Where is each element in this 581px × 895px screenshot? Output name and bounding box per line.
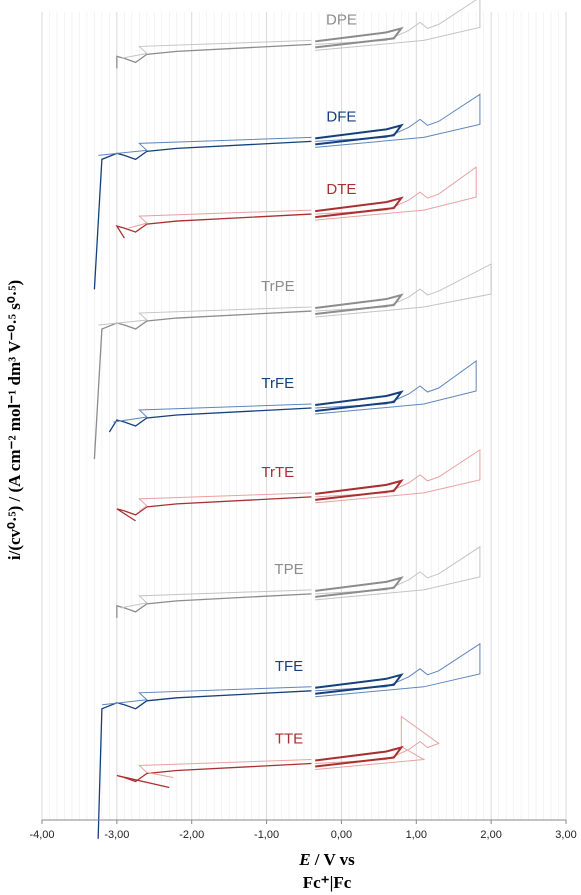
x-axis: -4,00 -3,00 -2,00 -1,00 0,00 1,00 2,00 3,00 (29, 819, 577, 841)
curve-dfe-return (98, 136, 312, 156)
curve-dpe-cathodic (116, 43, 312, 69)
x-tick-label: -1,00 (254, 829, 279, 841)
x-tick-label: 3,00 (555, 829, 576, 841)
curve-trte-return (138, 492, 312, 512)
curve-tte-anodic (315, 715, 440, 771)
curve-dfe-anodic (315, 93, 481, 148)
curve-tte-return (138, 759, 312, 779)
curve-trte-anodic (315, 448, 481, 504)
curve-dte-anodic (315, 166, 477, 221)
x-axis-title-line2: Fc⁺|Fc (303, 873, 352, 892)
curve-dfe-peak (315, 123, 404, 146)
curve-trte-cathodic (116, 496, 312, 522)
series-label-tfe: TFE (275, 658, 303, 675)
curve-trfe-anodic (315, 360, 477, 415)
curve-dpe-return (120, 39, 312, 59)
curve-tfe-anodic (315, 642, 481, 698)
curve-trfe-return (113, 403, 312, 423)
curve-dte-peak (315, 196, 404, 219)
curve-tpe-peak (315, 576, 404, 598)
grid-lines (41, 12, 567, 820)
curve-dte-cathodic (115, 213, 312, 239)
x-tick-label: -4,00 (29, 829, 54, 841)
x-tick-label: 1,00 (406, 829, 427, 841)
curve-tpe-return (120, 589, 312, 609)
curve-trte-peak (315, 479, 404, 501)
y-axis-title: i/(cv⁰·⁵) / (A cm⁻² mol⁻¹ dm³ V⁻⁰·⁵ s⁰·⁵… (5, 280, 24, 560)
x-tick-label: 2,00 (480, 829, 501, 841)
series-label-dte: DTE (326, 181, 356, 198)
series-label-dfe: DFE (326, 108, 356, 125)
curve-tte-cathodic (116, 762, 312, 789)
series-label-dpe: DPE (326, 11, 357, 28)
curve-trpe-anodic (315, 263, 492, 318)
curve-dpe-anodic (315, 0, 481, 51)
x-axis-title: E / V vs (298, 850, 355, 869)
x-tick-label: -2,00 (179, 829, 204, 841)
series-labels: DPE DFE DTE TrPE TrFE TrTE TPE TFE TTE (261, 11, 357, 747)
curve-tfe-return (102, 686, 312, 706)
series-label-tpe: TPE (274, 561, 303, 578)
series-label-tte: TTE (275, 731, 303, 748)
curve-dfe-cathodic (93, 140, 312, 290)
x-tick-label: 0,00 (331, 829, 352, 841)
series-label-trpe: TrPE (261, 278, 295, 295)
curve-trfe-cathodic (108, 407, 312, 433)
curve-tpe-anodic (315, 545, 481, 601)
curve-trpe-cathodic (93, 310, 312, 460)
curves (93, 0, 492, 839)
series-label-trfe: TrFE (261, 375, 294, 392)
curve-tpe-cathodic (116, 593, 312, 618)
series-label-trte: TrTE (261, 464, 294, 481)
curve-trfe-peak (315, 390, 404, 412)
curve-tfe-cathodic (97, 690, 312, 839)
curve-tte-peak (315, 745, 404, 768)
curve-tfe-peak (315, 673, 404, 695)
curve-trpe-peak (315, 293, 404, 316)
curve-dpe-peak (315, 26, 404, 49)
curve-dte-return (128, 209, 312, 229)
curve-trpe-return (98, 306, 312, 326)
x-tick-label: -3,00 (104, 829, 129, 841)
